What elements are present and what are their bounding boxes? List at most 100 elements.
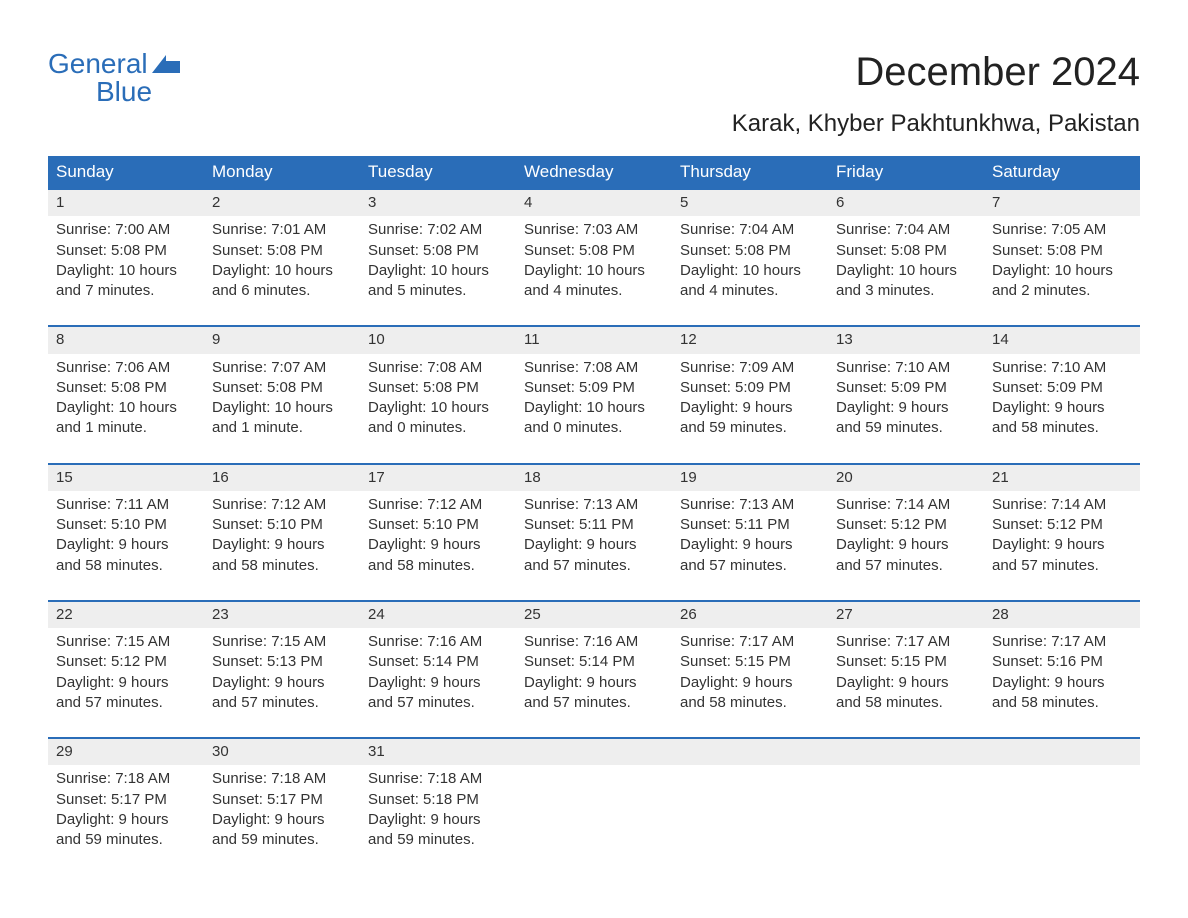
calendar-day-number: [828, 738, 984, 765]
daylight-line: Daylight: 9 hours and 58 minutes.: [368, 535, 508, 576]
sunrise-line: Sunrise: 7:18 AM: [212, 769, 352, 789]
daylight-line: Daylight: 10 hours and 5 minutes.: [368, 261, 508, 302]
calendar-day-cell: Sunrise: 7:02 AMSunset: 5:08 PMDaylight:…: [360, 216, 516, 326]
calendar-day-number: 25: [516, 601, 672, 628]
sunset-line: Sunset: 5:08 PM: [992, 241, 1132, 261]
calendar-day-number: 5: [672, 189, 828, 216]
daylight-line: Daylight: 9 hours and 57 minutes.: [680, 535, 820, 576]
sunrise-line: Sunrise: 7:05 AM: [992, 220, 1132, 240]
sunrise-line: Sunrise: 7:11 AM: [56, 495, 196, 515]
sunset-line: Sunset: 5:09 PM: [836, 378, 976, 398]
calendar-day-number: 16: [204, 464, 360, 491]
calendar-day-cell: Sunrise: 7:13 AMSunset: 5:11 PMDaylight:…: [672, 491, 828, 601]
daylight-line: Daylight: 9 hours and 59 minutes.: [836, 398, 976, 439]
calendar-header-cell: Friday: [828, 156, 984, 189]
sunset-line: Sunset: 5:14 PM: [524, 652, 664, 672]
calendar-daynum-row: 22232425262728: [48, 601, 1140, 628]
calendar-day-cell: Sunrise: 7:17 AMSunset: 5:16 PMDaylight:…: [984, 628, 1140, 738]
sunset-line: Sunset: 5:08 PM: [368, 241, 508, 261]
daylight-line: Daylight: 9 hours and 58 minutes.: [836, 673, 976, 714]
sunset-line: Sunset: 5:10 PM: [368, 515, 508, 535]
calendar-day-cell: Sunrise: 7:04 AMSunset: 5:08 PMDaylight:…: [828, 216, 984, 326]
sunset-line: Sunset: 5:08 PM: [212, 241, 352, 261]
sunset-line: Sunset: 5:09 PM: [524, 378, 664, 398]
calendar-daynum-row: 1234567: [48, 189, 1140, 216]
calendar-header-cell: Monday: [204, 156, 360, 189]
calendar-day-number: 1: [48, 189, 204, 216]
calendar-week-row: Sunrise: 7:06 AMSunset: 5:08 PMDaylight:…: [48, 354, 1140, 464]
daylight-line: Daylight: 9 hours and 58 minutes.: [212, 535, 352, 576]
logo-word2: Blue: [96, 76, 152, 107]
calendar-week-row: Sunrise: 7:00 AMSunset: 5:08 PMDaylight:…: [48, 216, 1140, 326]
sunrise-line: Sunrise: 7:12 AM: [212, 495, 352, 515]
sunset-line: Sunset: 5:15 PM: [836, 652, 976, 672]
daylight-line: Daylight: 10 hours and 0 minutes.: [368, 398, 508, 439]
calendar-day-cell: Sunrise: 7:00 AMSunset: 5:08 PMDaylight:…: [48, 216, 204, 326]
sunrise-line: Sunrise: 7:15 AM: [56, 632, 196, 652]
calendar-day-number: 17: [360, 464, 516, 491]
calendar-day-cell: [672, 765, 828, 874]
sunset-line: Sunset: 5:09 PM: [680, 378, 820, 398]
sunset-line: Sunset: 5:08 PM: [836, 241, 976, 261]
calendar-day-cell: [984, 765, 1140, 874]
sunrise-line: Sunrise: 7:13 AM: [680, 495, 820, 515]
calendar-day-number: 3: [360, 189, 516, 216]
sunrise-line: Sunrise: 7:14 AM: [836, 495, 976, 515]
daylight-line: Daylight: 9 hours and 59 minutes.: [680, 398, 820, 439]
sunrise-line: Sunrise: 7:12 AM: [368, 495, 508, 515]
sunset-line: Sunset: 5:10 PM: [56, 515, 196, 535]
sunset-line: Sunset: 5:08 PM: [212, 378, 352, 398]
calendar-day-number: 20: [828, 464, 984, 491]
calendar-week-row: Sunrise: 7:11 AMSunset: 5:10 PMDaylight:…: [48, 491, 1140, 601]
calendar-day-number: 9: [204, 326, 360, 353]
calendar-day-cell: Sunrise: 7:12 AMSunset: 5:10 PMDaylight:…: [204, 491, 360, 601]
sunset-line: Sunset: 5:17 PM: [56, 790, 196, 810]
daylight-line: Daylight: 9 hours and 57 minutes.: [524, 535, 664, 576]
sunrise-line: Sunrise: 7:03 AM: [524, 220, 664, 240]
sunrise-line: Sunrise: 7:09 AM: [680, 358, 820, 378]
daylight-line: Daylight: 10 hours and 1 minute.: [212, 398, 352, 439]
calendar-day-number: 18: [516, 464, 672, 491]
calendar-day-number: 15: [48, 464, 204, 491]
sunrise-line: Sunrise: 7:16 AM: [368, 632, 508, 652]
calendar-header-cell: Sunday: [48, 156, 204, 189]
daylight-line: Daylight: 9 hours and 57 minutes.: [992, 535, 1132, 576]
sunset-line: Sunset: 5:10 PM: [212, 515, 352, 535]
sunrise-line: Sunrise: 7:17 AM: [836, 632, 976, 652]
daylight-line: Daylight: 10 hours and 4 minutes.: [524, 261, 664, 302]
daylight-line: Daylight: 9 hours and 59 minutes.: [212, 810, 352, 851]
sunset-line: Sunset: 5:17 PM: [212, 790, 352, 810]
sunrise-line: Sunrise: 7:15 AM: [212, 632, 352, 652]
calendar-day-cell: Sunrise: 7:10 AMSunset: 5:09 PMDaylight:…: [984, 354, 1140, 464]
calendar-day-number: 30: [204, 738, 360, 765]
sunrise-line: Sunrise: 7:04 AM: [680, 220, 820, 240]
calendar-day-number: 24: [360, 601, 516, 628]
sunset-line: Sunset: 5:11 PM: [680, 515, 820, 535]
calendar-day-cell: [828, 765, 984, 874]
calendar-day-cell: Sunrise: 7:18 AMSunset: 5:17 PMDaylight:…: [204, 765, 360, 874]
sunrise-line: Sunrise: 7:17 AM: [680, 632, 820, 652]
sunrise-line: Sunrise: 7:08 AM: [524, 358, 664, 378]
daylight-line: Daylight: 9 hours and 57 minutes.: [56, 673, 196, 714]
calendar-day-cell: Sunrise: 7:11 AMSunset: 5:10 PMDaylight:…: [48, 491, 204, 601]
sunset-line: Sunset: 5:11 PM: [524, 515, 664, 535]
sunset-line: Sunset: 5:12 PM: [992, 515, 1132, 535]
calendar-day-cell: Sunrise: 7:17 AMSunset: 5:15 PMDaylight:…: [672, 628, 828, 738]
sunset-line: Sunset: 5:14 PM: [368, 652, 508, 672]
calendar-week-row: Sunrise: 7:15 AMSunset: 5:12 PMDaylight:…: [48, 628, 1140, 738]
calendar-day-number: 2: [204, 189, 360, 216]
calendar-header-cell: Wednesday: [516, 156, 672, 189]
calendar-header-row: SundayMondayTuesdayWednesdayThursdayFrid…: [48, 156, 1140, 189]
sunset-line: Sunset: 5:18 PM: [368, 790, 508, 810]
logo-word1: General: [48, 50, 148, 78]
sunset-line: Sunset: 5:09 PM: [992, 378, 1132, 398]
sunset-line: Sunset: 5:08 PM: [680, 241, 820, 261]
sunset-line: Sunset: 5:16 PM: [992, 652, 1132, 672]
daylight-line: Daylight: 9 hours and 58 minutes.: [56, 535, 196, 576]
calendar-day-cell: Sunrise: 7:13 AMSunset: 5:11 PMDaylight:…: [516, 491, 672, 601]
calendar-day-cell: Sunrise: 7:08 AMSunset: 5:08 PMDaylight:…: [360, 354, 516, 464]
calendar-day-number: 31: [360, 738, 516, 765]
daylight-line: Daylight: 9 hours and 59 minutes.: [56, 810, 196, 851]
calendar-day-number: [984, 738, 1140, 765]
daylight-line: Daylight: 10 hours and 7 minutes.: [56, 261, 196, 302]
